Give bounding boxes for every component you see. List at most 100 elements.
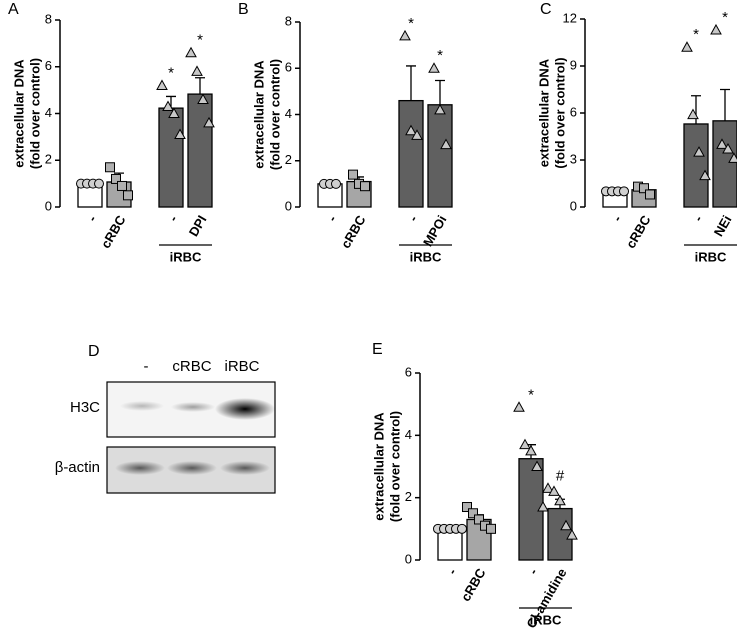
data-point — [716, 138, 728, 149]
data-point — [542, 482, 554, 493]
error-bar — [195, 77, 205, 95]
data-point — [203, 116, 215, 128]
y-tick-label: 4 — [45, 105, 52, 120]
x-tick-label: NEi — [711, 213, 735, 239]
panel-letter: A — [8, 1, 19, 18]
y-tick-label: 9 — [570, 57, 577, 72]
data-point — [548, 485, 560, 496]
x-tick-label: cRBC — [458, 565, 489, 604]
y-tick-label: 0 — [405, 551, 412, 566]
data-point — [486, 523, 496, 534]
data-point — [94, 178, 104, 189]
x-tick-label: MPOi — [420, 213, 450, 249]
x-tick-label: - — [690, 213, 705, 224]
y-axis-label: extracellular DNA — [11, 59, 26, 168]
data-point — [699, 169, 711, 181]
y-tick-label: 6 — [405, 364, 412, 379]
row-label: H3C — [70, 399, 100, 416]
y-tick-label: 6 — [570, 104, 577, 119]
data-point — [687, 108, 699, 120]
y-axis-label: (fold over control) — [552, 57, 567, 168]
panel-letter: B — [238, 1, 249, 18]
bar — [547, 507, 573, 561]
x-tick-label: - — [609, 213, 624, 224]
y-axis-label: (fold over control) — [387, 411, 402, 522]
y-tick-label: 6 — [45, 58, 52, 73]
annotation: * — [197, 32, 203, 49]
data-point — [399, 29, 411, 41]
x-tick-label: - — [165, 213, 180, 224]
data-point — [117, 180, 127, 191]
group-label: iRBC — [170, 249, 202, 264]
y-tick-label: 8 — [45, 11, 52, 26]
y-axis-label: extracellular DNA — [251, 60, 266, 169]
y-tick-label: 6 — [285, 60, 292, 75]
blot-band — [167, 461, 217, 475]
bar — [683, 123, 709, 208]
data-point — [185, 46, 197, 58]
row-label: β-actin — [55, 459, 100, 476]
bar — [437, 528, 463, 561]
group-label: iRBC — [695, 249, 727, 264]
data-point — [156, 79, 168, 90]
annotation: * — [168, 64, 174, 81]
annotation: * — [693, 26, 699, 43]
data-point — [440, 138, 452, 150]
error-bar — [691, 95, 701, 124]
blot-band — [171, 402, 215, 412]
error-bar — [406, 65, 416, 101]
data-point — [531, 460, 543, 471]
data-point — [191, 65, 203, 76]
data-point — [405, 124, 417, 136]
bar — [712, 120, 737, 208]
annotation: * — [408, 15, 414, 32]
data-point — [560, 519, 572, 531]
data-point — [105, 162, 115, 173]
lane-label: iRBC — [224, 358, 259, 375]
data-point — [197, 93, 209, 104]
group-label: iRBC — [530, 612, 562, 627]
bar — [398, 99, 424, 208]
x-tick-label: DPI — [186, 213, 210, 239]
y-axis-label: extracellular DNA — [371, 412, 386, 521]
blot-band — [220, 461, 270, 475]
y-tick-label: 4 — [405, 427, 412, 442]
y-axis-label: (fold over control) — [267, 59, 282, 170]
blot-band — [120, 401, 164, 411]
data-point — [168, 107, 180, 118]
data-point — [411, 129, 423, 140]
annotation: * — [722, 9, 728, 26]
bar — [187, 93, 213, 208]
data-point — [174, 128, 186, 140]
y-tick-label: 0 — [285, 198, 292, 213]
annotation: # — [556, 467, 565, 484]
x-tick-label: - — [324, 213, 339, 224]
data-point — [162, 100, 174, 111]
y-tick-label: 0 — [570, 198, 577, 213]
blot-band — [215, 398, 275, 420]
error-bar — [435, 79, 445, 105]
panel-letter: C — [540, 1, 552, 18]
data-point — [111, 173, 121, 184]
data-point — [468, 508, 478, 519]
data-point — [360, 181, 370, 192]
data-point — [519, 438, 531, 450]
data-point — [722, 143, 734, 154]
x-tick-label: - — [525, 566, 540, 577]
data-point — [123, 190, 133, 201]
data-point — [693, 146, 705, 157]
data-point — [681, 41, 693, 52]
x-tick-label: - — [444, 566, 459, 577]
data-point — [434, 103, 446, 115]
data-point — [537, 500, 549, 512]
y-tick-label: 2 — [405, 489, 412, 504]
bar — [427, 104, 453, 208]
data-point — [513, 401, 525, 412]
panel-letter: D — [88, 343, 100, 360]
group-label: iRBC — [410, 249, 442, 264]
bar — [158, 107, 184, 208]
data-point — [554, 494, 566, 506]
data-point — [331, 178, 341, 189]
